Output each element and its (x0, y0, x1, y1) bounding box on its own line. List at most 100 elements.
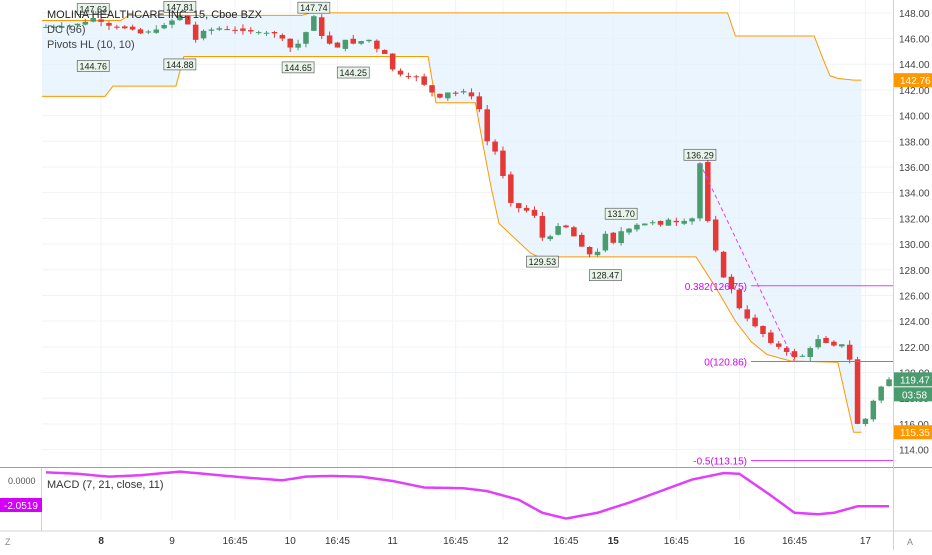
candle-body (429, 85, 435, 93)
candle-body (287, 38, 293, 48)
y-tick-label: 114.00 (899, 446, 929, 457)
pivot-label-high: 147.74 (300, 3, 328, 13)
macd-layer (0, 467, 932, 520)
fib-level-label: 0(120.86) (704, 357, 747, 368)
pivot-label-low: 129.53 (529, 257, 557, 267)
candle-body (555, 226, 561, 235)
legend-layer: MOLINA HEALTHCARE INC, 15, Cboe BZX DC (9… (47, 9, 263, 491)
candle-body (642, 223, 648, 226)
y-tick-label: 124.00 (899, 317, 930, 328)
candle-body (831, 341, 837, 346)
candle-body (594, 251, 601, 256)
candle-body (476, 96, 483, 110)
candle-body (145, 31, 152, 33)
candle-body (823, 337, 829, 343)
candle-body (626, 228, 632, 233)
candle-body (547, 236, 553, 240)
pivot-label-low: 144.25 (339, 68, 367, 78)
candle-body (744, 309, 750, 319)
candle-body (192, 24, 199, 40)
x-tick-label: 9 (169, 536, 175, 547)
pivot-label-box (683, 148, 717, 161)
candle-body (854, 359, 861, 424)
y-tick-label: 136.00 (899, 163, 930, 174)
fib-layer: 0.382(126.75) 0(120.86) -0.5(113.15) (685, 163, 893, 468)
candle-body (602, 233, 609, 251)
candle-body (539, 215, 546, 238)
candle-body (531, 209, 538, 216)
candle-body (51, 26, 57, 28)
candle-body (846, 344, 853, 360)
candle-body (460, 91, 467, 93)
pivot-label-box (336, 66, 370, 79)
candle-body (98, 19, 104, 22)
candle-body (578, 234, 585, 247)
pivot-label-box (589, 269, 622, 282)
candle-body (689, 218, 695, 222)
candle-body (279, 34, 286, 39)
pivot-label-box (163, 58, 197, 71)
pivot-layer: 147.63 147.81 147.74 131.70 136.29 144.76 144.… (76, 0, 717, 282)
auto-scale-icon: A (907, 537, 913, 547)
candle-body (358, 41, 364, 44)
candle-body (161, 25, 167, 29)
price-tag (894, 425, 932, 440)
indicator-label-dc: DC (96) (47, 24, 86, 36)
candle-body (500, 150, 506, 176)
candle-layer (43, 14, 892, 427)
y-tick-label: 132.00 (899, 214, 930, 225)
candle-body (185, 15, 191, 25)
candle-body (350, 38, 357, 44)
donchian-fill-layer (42, 12, 862, 433)
candle-body (839, 344, 845, 347)
candle-body (342, 39, 349, 49)
x-tick-label: 16:45 (443, 536, 468, 547)
candle-body (437, 93, 443, 98)
candle-body (74, 23, 81, 26)
candle-body (43, 26, 49, 28)
candle-body (736, 289, 743, 309)
candle-body (634, 224, 640, 230)
candle-body (468, 92, 475, 97)
x-tick-label: 16:45 (553, 536, 578, 547)
candle-body (413, 76, 420, 78)
x-tick-label: 15 (608, 536, 620, 547)
x-tick-label: 12 (497, 536, 509, 547)
candle-body (58, 26, 65, 28)
y-tick-label: 146.00 (899, 35, 930, 46)
candle-body (492, 141, 498, 152)
candle-body (665, 219, 672, 226)
price-tag-label: 119.47 (900, 375, 930, 386)
x-tick-label: 16 (734, 536, 746, 547)
candle-body (523, 207, 530, 211)
candle-body (760, 325, 766, 334)
pivot-label-high: 136.29 (686, 150, 714, 160)
candle-body (90, 17, 96, 22)
x-tick-label: 16:45 (223, 536, 248, 547)
candle-body (705, 162, 711, 221)
candle-body (421, 76, 427, 85)
candle-body (712, 219, 719, 251)
fib-level-label: 0.382(126.75) (685, 282, 747, 293)
candle-body (681, 220, 687, 224)
pivot-label-box (76, 3, 110, 15)
y-tick-label: 128.00 (899, 266, 930, 277)
candle-body (515, 203, 522, 209)
x-tick-label: 8 (98, 536, 104, 547)
candle-body (129, 26, 136, 30)
x-tick-label: 16:45 (664, 536, 689, 547)
candle-body (248, 30, 254, 32)
pivot-label-box (281, 61, 315, 74)
price-tag (894, 73, 932, 88)
x-tick-label: 11 (387, 536, 398, 547)
candle-body (571, 227, 577, 237)
candle-body (870, 400, 877, 420)
candle-body (397, 70, 404, 75)
candle-body (445, 92, 451, 99)
pivot-label-low: 144.88 (166, 60, 194, 70)
candle-body (263, 32, 270, 34)
y-tick-label: 126.00 (899, 291, 930, 302)
candle-body (106, 23, 112, 26)
